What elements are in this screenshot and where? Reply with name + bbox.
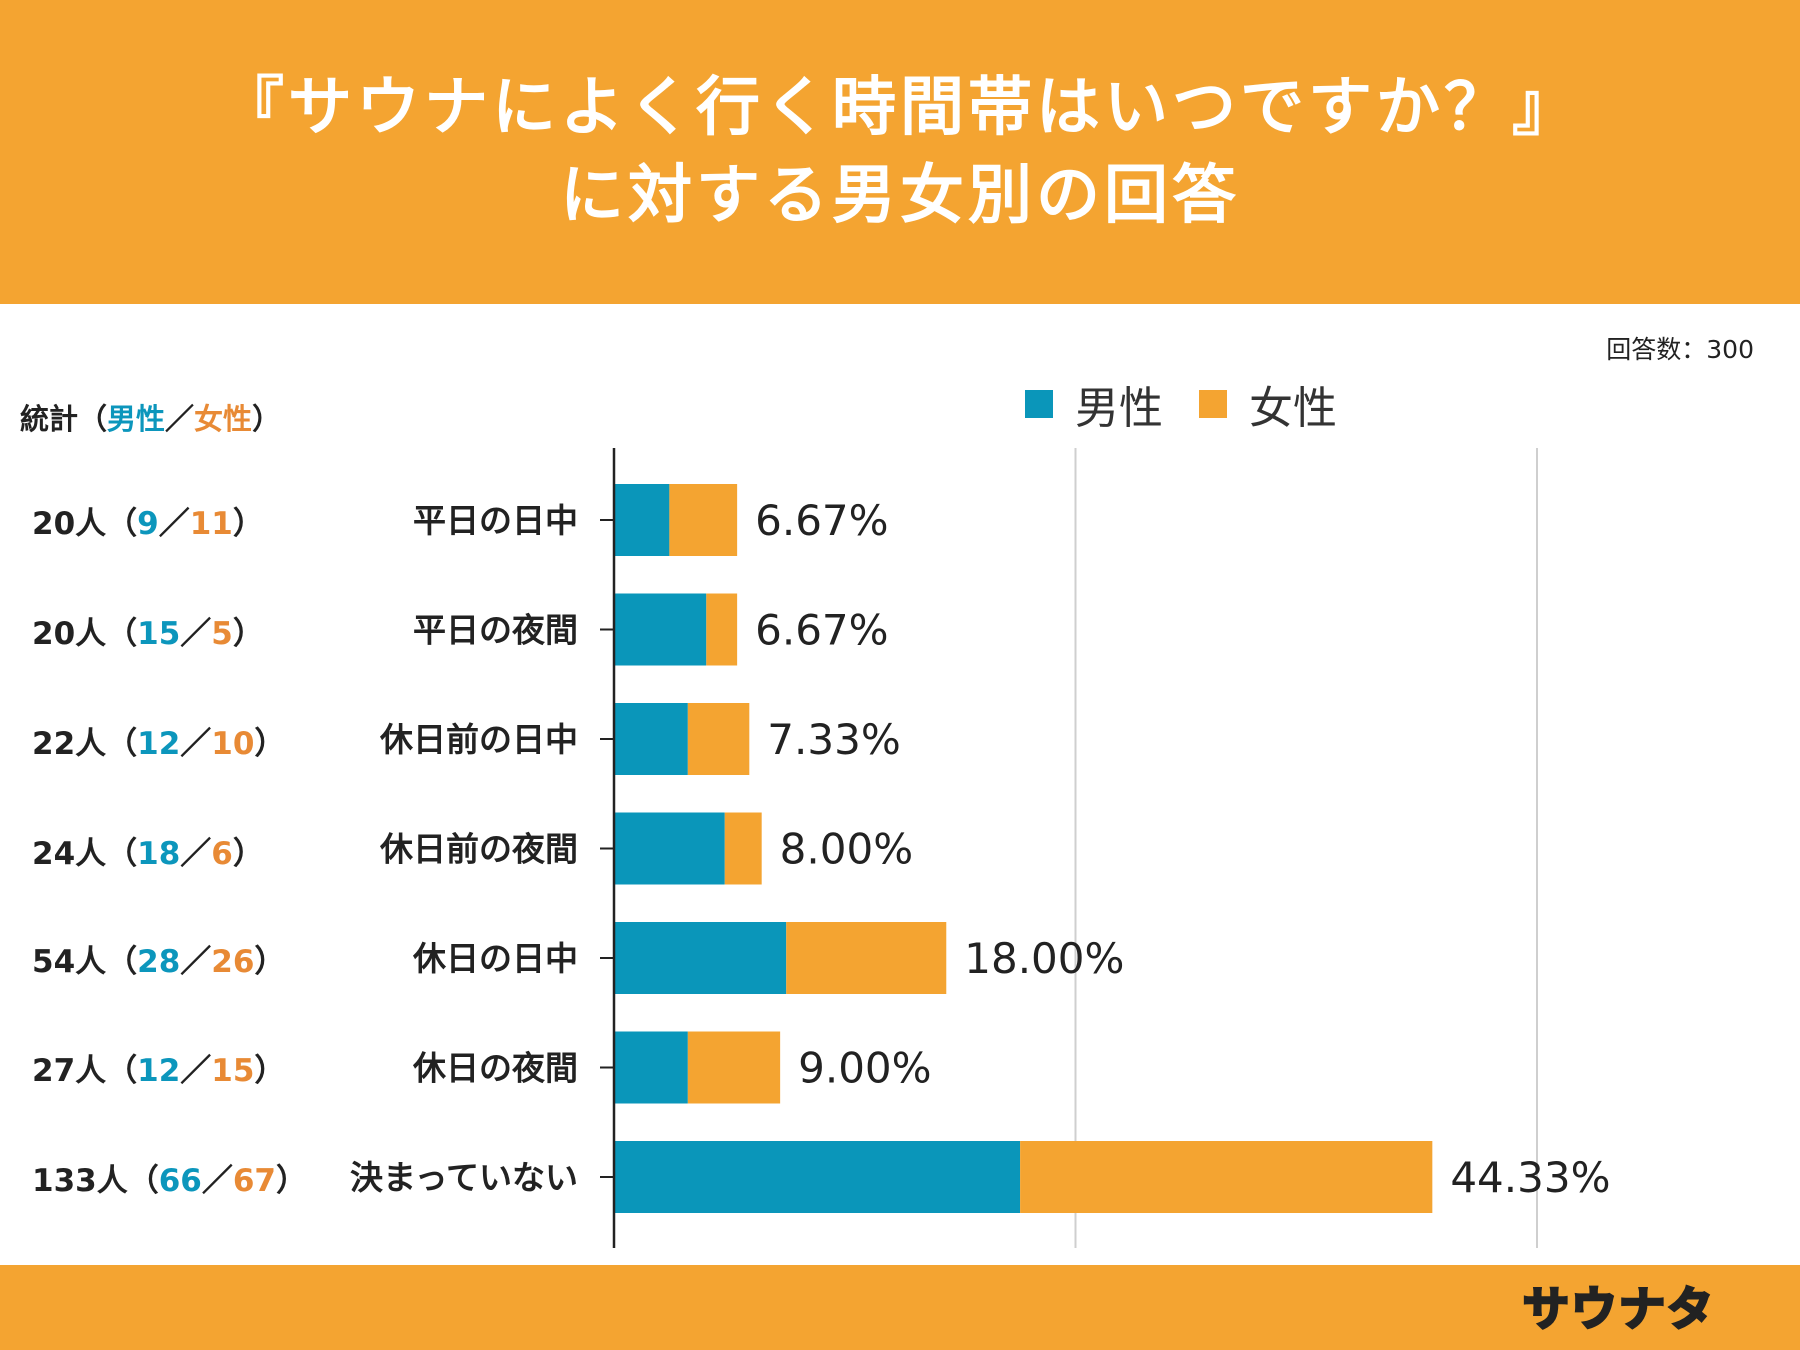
category-label: 休日前の夜間 [379,830,578,869]
stat-total: 20人（ [32,506,138,542]
bar-male [614,1141,1021,1213]
bar-male [614,922,787,994]
stat-close: ） [254,944,286,980]
stat-close: ） [232,616,264,652]
stat-sep: ／ [180,1053,212,1089]
stat-row: 27人（12／15） [32,1045,285,1090]
stat-row: 20人（15／5） [32,608,264,653]
category-label: 休日前の日中 [379,720,578,759]
stat-total: 133人（ [32,1163,159,1199]
stat-female: 11 [189,506,233,542]
stats-header-female: 女性 [194,402,253,436]
value-label: 6.67% [755,496,888,545]
stat-male: 66 [158,1163,202,1199]
legend-item-female: 女性 [1199,372,1337,436]
respondent-count: 回答数：300 [1606,335,1754,364]
value-label: 7.33% [767,715,900,764]
stat-total: 27人（ [32,1053,138,1089]
footer-bar [0,1265,1800,1350]
value-label: 44.33% [1450,1153,1610,1202]
stat-male: 28 [137,944,181,980]
bar-female [1020,1141,1433,1213]
bar-female [706,593,738,666]
category-label: 平日の夜間 [413,611,578,650]
stat-male: 18 [137,836,181,872]
bar-female [687,703,750,775]
legend-label-male: 男性 [1075,383,1163,434]
value-label: 8.00% [780,825,913,874]
stat-close: ） [254,1053,286,1089]
stat-total: 54人（ [32,944,138,980]
stat-male: 12 [137,1053,181,1089]
bar-female [669,484,738,556]
stats-header-suffix: ） [252,402,282,436]
legend: 男性 女性 [1025,372,1373,436]
stat-sep: ／ [180,836,212,872]
stat-total: 24人（ [32,836,138,872]
bar-male [614,484,670,556]
bar-female [786,922,947,994]
value-label: 6.67% [755,606,888,655]
logo-text: サウナタイチ [1522,1281,1715,1350]
stat-total: 22人（ [32,726,138,762]
stat-male: 15 [137,616,181,652]
logo: サウナタイチ [1522,1276,1748,1350]
stat-sep: ／ [180,726,212,762]
stat-row: 20人（9／11） [32,498,264,543]
stat-male: 9 [137,506,159,542]
bar-female [724,812,762,885]
category-label: 休日の夜間 [412,1049,578,1088]
stat-female: 6 [211,836,233,872]
chart-title-line1: 『サウナによく行く時間帯はいつですか？』 [220,71,1580,145]
legend-swatch-male [1025,390,1053,418]
stat-row: 24人（18／6） [32,828,264,873]
value-label: 18.00% [964,934,1124,983]
category-label: 休日の日中 [412,939,578,978]
stat-sep: ／ [180,616,212,652]
stacked-bar-chart: 平日の日中 6.67% 平日の夜間 6.67% 休日前の日中 7.33% 休日前の夜間 8.0… [350,448,1610,1248]
stat-female: 10 [211,726,255,762]
category-label: 平日の日中 [413,501,578,540]
legend-item-male: 男性 [1025,372,1163,436]
bar-male [614,1031,688,1104]
stat-sep: ／ [201,1163,233,1199]
stat-female: 67 [232,1163,276,1199]
stat-row: 22人（12／10） [32,718,285,763]
bar-male [614,593,707,666]
stat-total: 20人（ [32,616,138,652]
category-label: 決まっていない [350,1158,578,1197]
stat-female: 26 [211,944,255,980]
stat-sep: ／ [158,506,190,542]
stats-header-sep: ／ [165,402,195,436]
stat-close: ） [276,1163,307,1199]
value-label: 9.00% [798,1044,931,1093]
bar-male [614,703,688,775]
bar-female [687,1031,781,1104]
stat-row: 133人（66／67） [32,1155,307,1200]
legend-swatch-female [1199,390,1227,418]
stat-close: ） [232,836,264,872]
legend-label-female: 女性 [1249,383,1337,434]
stats-header: 統計（男性／女性） [20,396,281,438]
stat-sep: ／ [180,944,212,980]
stat-close: ） [232,506,264,542]
stat-close: ） [254,726,286,762]
stat-female: 15 [211,1053,255,1089]
stat-male: 12 [137,726,181,762]
stat-female: 5 [211,616,233,652]
bar-male [614,812,725,885]
stats-header-prefix: 統計（ [20,402,108,436]
header-banner: 『サウナによく行く時間帯はいつですか？』 に対する男女別の回答 [0,0,1800,304]
stats-header-male: 男性 [107,402,166,436]
stat-row: 54人（28／26） [32,936,285,981]
chart-title-line2: に対する男女別の回答 [560,159,1240,233]
